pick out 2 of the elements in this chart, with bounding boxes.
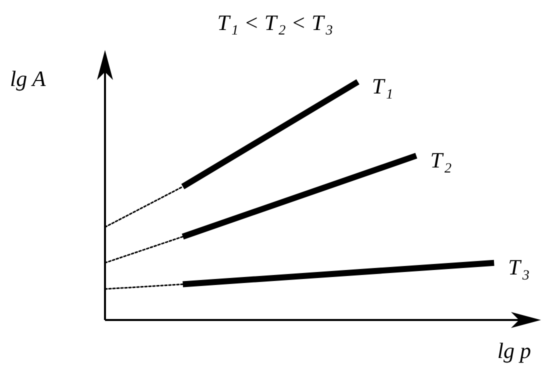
y-axis-title: lg A	[10, 66, 46, 91]
x-axis-title: lg p	[497, 338, 532, 363]
